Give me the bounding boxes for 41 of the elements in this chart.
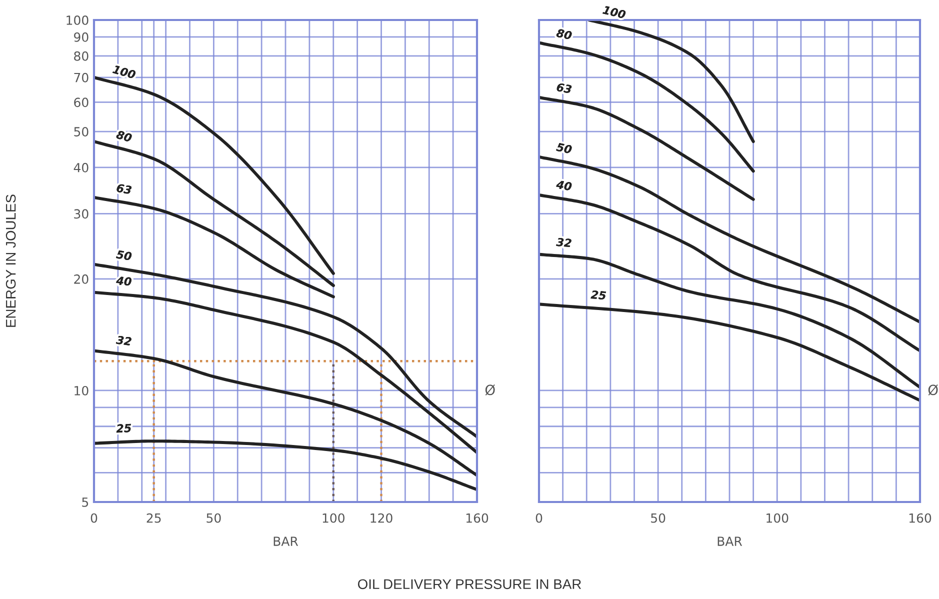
text: 63: [116, 184, 132, 194]
y-tick-label: 5: [82, 498, 88, 507]
x-axis-title: BAR: [274, 536, 298, 546]
y-tick-label: 60: [74, 98, 88, 108]
y-tick-label: 50: [74, 126, 88, 136]
x-tick-label: 100: [766, 513, 788, 523]
text: OIL DELIVERY PRESSURE IN BAR: [358, 579, 582, 590]
x-tick-label: 160: [466, 513, 488, 523]
text: 100: [602, 5, 626, 19]
y-tick-label: 80: [74, 51, 88, 61]
text: Ø: [485, 384, 495, 396]
text: 80: [116, 130, 132, 142]
x-tick-label: 120: [370, 513, 392, 523]
x-tick-label: 50: [651, 513, 666, 523]
text: 40: [116, 276, 132, 286]
text: 50: [556, 142, 572, 154]
x-tick-label: 160: [909, 513, 932, 523]
y-tick-label: 20: [74, 274, 88, 284]
x-axis-title: BAR: [718, 536, 742, 546]
y-axis-title: ENERGY IN JOULES: [6, 194, 16, 327]
y-tick-label: 90: [74, 32, 88, 42]
series-label: 25: [590, 290, 606, 300]
y-tick-label: 70: [74, 72, 88, 82]
text: 100: [112, 64, 136, 80]
y-tick-label: 10: [74, 386, 88, 396]
series-label: 25: [116, 424, 132, 433]
text: 32: [116, 335, 132, 346]
y-tick-label: 30: [74, 209, 88, 219]
series-label: 32: [556, 238, 572, 248]
text: 40: [556, 180, 572, 191]
x-tick-label: 25: [146, 513, 161, 523]
x-tick-label: 100: [322, 513, 344, 523]
y-tick-label: 40: [74, 162, 88, 172]
text: 50: [116, 250, 132, 261]
text: 63: [556, 82, 572, 94]
text: Ø: [928, 384, 938, 396]
x-tick-label: 50: [206, 513, 221, 523]
text: 80: [556, 28, 572, 40]
x-tick-label: 0: [90, 513, 98, 523]
y-tick-label: 100: [66, 15, 88, 25]
x-tick-label: 0: [536, 513, 542, 523]
